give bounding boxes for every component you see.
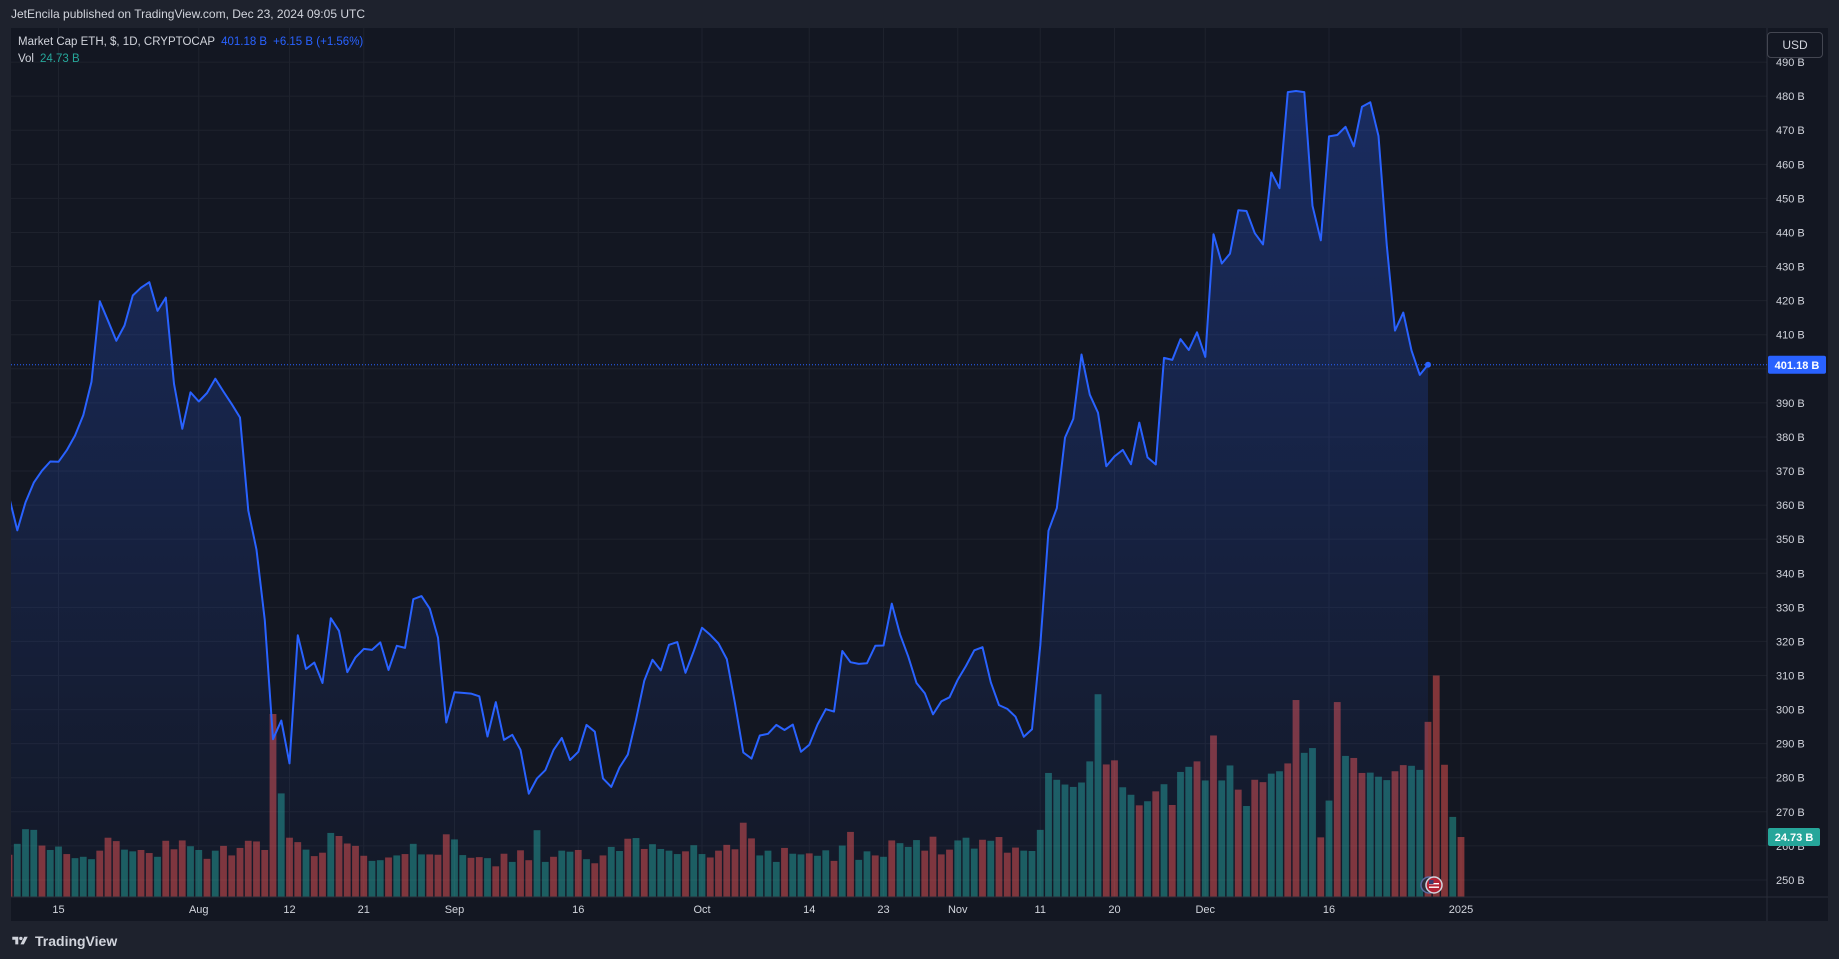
- tradingview-logo-icon: [12, 936, 28, 944]
- x-tick-label: 11: [1035, 904, 1046, 916]
- us-flag-icon: [1425, 876, 1443, 894]
- chart-frame[interactable]: 250 B 260 B 270 B 280 B 290 B 300 B 310 B 320 B…: [11, 28, 1828, 921]
- y-tick-label: 470 B: [1776, 125, 1805, 137]
- y-tick-label: 430 B: [1776, 262, 1805, 274]
- volume-bar: [1449, 816, 1457, 897]
- chart-legend: Market Cap ETH, $, 1D, CRYPTOCAP 401.18 …: [18, 34, 363, 68]
- event-marker[interactable]: [1420, 876, 1443, 894]
- x-tick-label: 16: [572, 904, 584, 916]
- y-tick-label: 250 B: [1776, 875, 1805, 887]
- y-tick-label: 370 B: [1776, 466, 1805, 478]
- x-tick-label: 14: [803, 904, 815, 916]
- y-tick-label: 280 B: [1776, 773, 1805, 785]
- x-tick-label: 20: [1108, 904, 1120, 916]
- published-info: JetEncila published on TradingView.com, …: [11, 6, 365, 21]
- y-tick-label: 330 B: [1776, 602, 1805, 614]
- x-tick-label: 16: [1323, 904, 1335, 916]
- us-flag-stripe: [1429, 886, 1439, 888]
- currency-button[interactable]: USD: [1767, 32, 1823, 58]
- y-tick-label: 420 B: [1776, 296, 1805, 308]
- price-badge: 401.18 B: [1768, 355, 1826, 374]
- footer-brand: TradingView: [35, 932, 118, 949]
- y-tick-label: 300 B: [1776, 705, 1805, 717]
- y-tick-label: 320 B: [1776, 636, 1805, 648]
- price-badge-bg: [1768, 355, 1826, 374]
- y-tick-label: 450 B: [1776, 193, 1805, 205]
- us-flag-canton: [1429, 880, 1434, 884]
- y-tick-label: 360 B: [1776, 500, 1805, 512]
- x-tick-label: Dec: [1195, 904, 1215, 916]
- x-tick-label: Oct: [693, 904, 710, 916]
- x-tick-label: 23: [877, 904, 889, 916]
- last-price-dot: [1425, 361, 1431, 368]
- y-tick-label: 480 B: [1776, 91, 1805, 103]
- legend-vol-label[interactable]: Vol: [18, 53, 34, 65]
- x-tick-label: 15: [52, 904, 64, 916]
- y-tick-label: 410 B: [1776, 330, 1805, 342]
- legend-title[interactable]: Market Cap ETH, $, 1D, CRYPTOCAP: [18, 36, 216, 48]
- y-tick-label: 390 B: [1776, 398, 1805, 410]
- y-tick-label: 350 B: [1776, 534, 1805, 546]
- volume-bar: [1432, 675, 1440, 897]
- volume-bar: [1457, 837, 1465, 897]
- event-flag-icon: [1420, 876, 1443, 894]
- vol-badge-bg: [1768, 828, 1820, 847]
- y-tick-label: 440 B: [1776, 227, 1805, 239]
- price-badge-text: 401.18 B: [1775, 360, 1820, 372]
- x-tick-label: 12: [283, 904, 295, 916]
- y-tick-label: 380 B: [1776, 432, 1805, 444]
- x-tick-label: Aug: [189, 904, 209, 916]
- legend-change: +6.15 B (+1.56%): [273, 36, 364, 48]
- legend-vol-value: 24.73 B: [40, 53, 80, 65]
- legend-price: 401.18 B: [221, 36, 268, 48]
- x-tick-label: Nov: [948, 904, 968, 916]
- y-tick-label: 310 B: [1776, 670, 1805, 682]
- x-tick-label: 21: [358, 904, 370, 916]
- tradingview-logo[interactable]: TradingView: [10, 933, 117, 949]
- y-tick-label: 270 B: [1776, 807, 1805, 819]
- y-tick-label: 340 B: [1776, 568, 1805, 580]
- publish-header: JetEncila published on TradingView.com, …: [0, 0, 1839, 27]
- volume-bar: [1441, 764, 1448, 897]
- y-tick-label: 490 B: [1776, 57, 1805, 69]
- price-area-fill: [11, 91, 1428, 897]
- us-flag-stripe: [1429, 883, 1439, 885]
- price-line-path: [11, 90, 1429, 795]
- footer: TradingView: [0, 922, 1839, 959]
- x-tick-label: 2025: [1449, 904, 1473, 916]
- price-badges: 401.18 B 24.73 B: [11, 355, 1826, 847]
- price-line: [11, 90, 1429, 795]
- vol-badge-text: 24.73 B: [1775, 832, 1814, 844]
- y-tick-label: 290 B: [1776, 739, 1805, 751]
- x-tick-label: Sep: [445, 904, 465, 916]
- price-area: [11, 91, 1428, 897]
- vol-badge: 24.73 B: [1768, 828, 1820, 847]
- y-tick-label: 460 B: [1776, 159, 1805, 171]
